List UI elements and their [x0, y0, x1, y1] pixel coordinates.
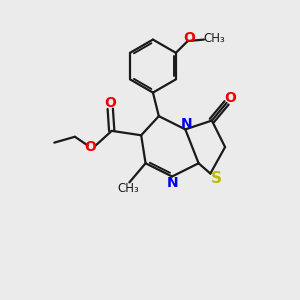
Text: N: N: [181, 117, 193, 131]
Text: O: O: [224, 92, 236, 106]
Text: O: O: [84, 140, 96, 154]
Text: CH₃: CH₃: [203, 32, 225, 45]
Text: O: O: [183, 31, 195, 44]
Text: CH₃: CH₃: [117, 182, 139, 195]
Text: N: N: [166, 176, 178, 190]
Text: S: S: [211, 171, 222, 186]
Text: O: O: [104, 96, 116, 110]
